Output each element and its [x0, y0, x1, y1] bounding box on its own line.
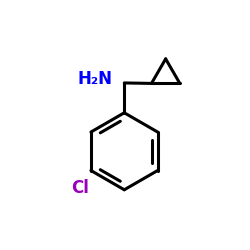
Text: H₂N: H₂N — [78, 70, 113, 88]
Text: Cl: Cl — [72, 179, 89, 197]
